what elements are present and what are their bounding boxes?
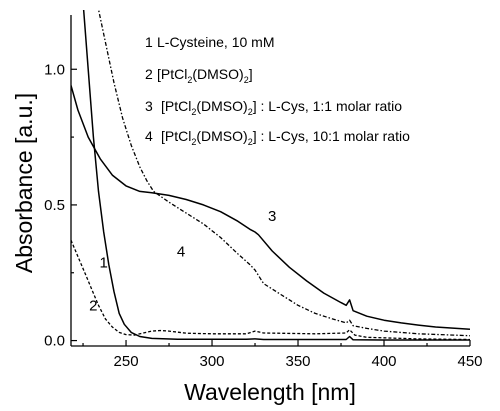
x-tick-label: 450 [457,353,482,370]
x-tick-label: 300 [200,353,225,370]
legend-entry-2: [PtCl2(DMSO)2] [157,66,253,85]
legend-entry-4: [PtCl2(DMSO)2] : L-Cys, 10:1 molar ratio [161,128,410,147]
curve-label-1: 1 [100,254,108,271]
data-series [71,10,470,341]
curve-label-3: 3 [268,208,276,225]
legend-number-3: 3 [145,98,153,114]
legend-number-1: 1 [145,34,153,50]
y-tick-label: 0.5 [44,197,65,214]
x-tick-label: 250 [114,353,139,370]
ticks: 250 300 350 400 450 0.0 0.5 1.0 [44,61,482,370]
x-axis-title: Wavelength [nm] [184,379,356,405]
x-tick-label: 400 [371,353,396,370]
curve-label-2: 2 [89,298,97,315]
series-line-4 [97,10,470,337]
series-line-1 [82,10,470,341]
x-tick-label: 350 [286,353,311,370]
legend-number-4: 4 [145,128,153,144]
y-tick-label: 1.0 [44,61,65,78]
curve-label-4: 4 [177,243,185,260]
y-axis-title: Absorbance [a.u.] [11,93,37,273]
series-line-2 [71,239,470,341]
legend-entry-3: [PtCl2(DMSO)2] : L-Cys, 1:1 molar ratio [161,98,402,117]
y-tick-label: 0.0 [44,333,65,350]
legend-number-2: 2 [145,66,153,82]
series-line-3 [71,85,470,330]
curve-labels: 1 2 3 4 [89,208,276,315]
plot-axes [70,15,470,347]
legend-entry-1: L-Cysteine, 10 mM [157,34,274,50]
legend: 1 L-Cysteine, 10 mM2 [PtCl2(DMSO)2]3 [PtCl2… [145,34,410,147]
